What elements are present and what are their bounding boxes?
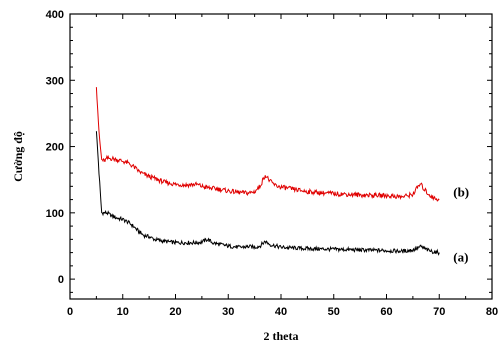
labels-layer: 0 10 20 30 40 50 60 70 80 0 100 200 300 400 (a) (b) [46, 9, 498, 318]
plot-frame [69, 13, 493, 300]
y-tick-label: 400 [46, 9, 64, 21]
y-tick-label: 200 [46, 142, 64, 154]
x-tick-label: 60 [380, 306, 392, 318]
series-label-a: (a) [453, 250, 468, 265]
ticks-layer [69, 13, 493, 299]
series-line-a [95, 131, 440, 256]
x-tick-label: 10 [117, 306, 129, 318]
y-tick-label: 100 [46, 208, 64, 220]
series-label-b: (b) [453, 185, 469, 200]
y-tick-label: 0 [58, 274, 64, 286]
x-tick-label: 50 [328, 306, 340, 318]
y-axis-title: Cường độ [11, 131, 25, 182]
x-tick-label: 40 [275, 306, 287, 318]
x-tick-label: 80 [486, 306, 498, 318]
x-tick-label: 20 [169, 306, 181, 318]
y-tick-label: 300 [46, 75, 64, 87]
x-tick-label: 70 [433, 306, 445, 318]
series-line-b [95, 87, 440, 202]
x-tick-label: 30 [222, 306, 234, 318]
plot-area [69, 13, 493, 300]
series-layer [95, 87, 440, 256]
x-tick-label: 0 [67, 306, 73, 318]
x-axis-title: 2 theta [264, 329, 299, 343]
